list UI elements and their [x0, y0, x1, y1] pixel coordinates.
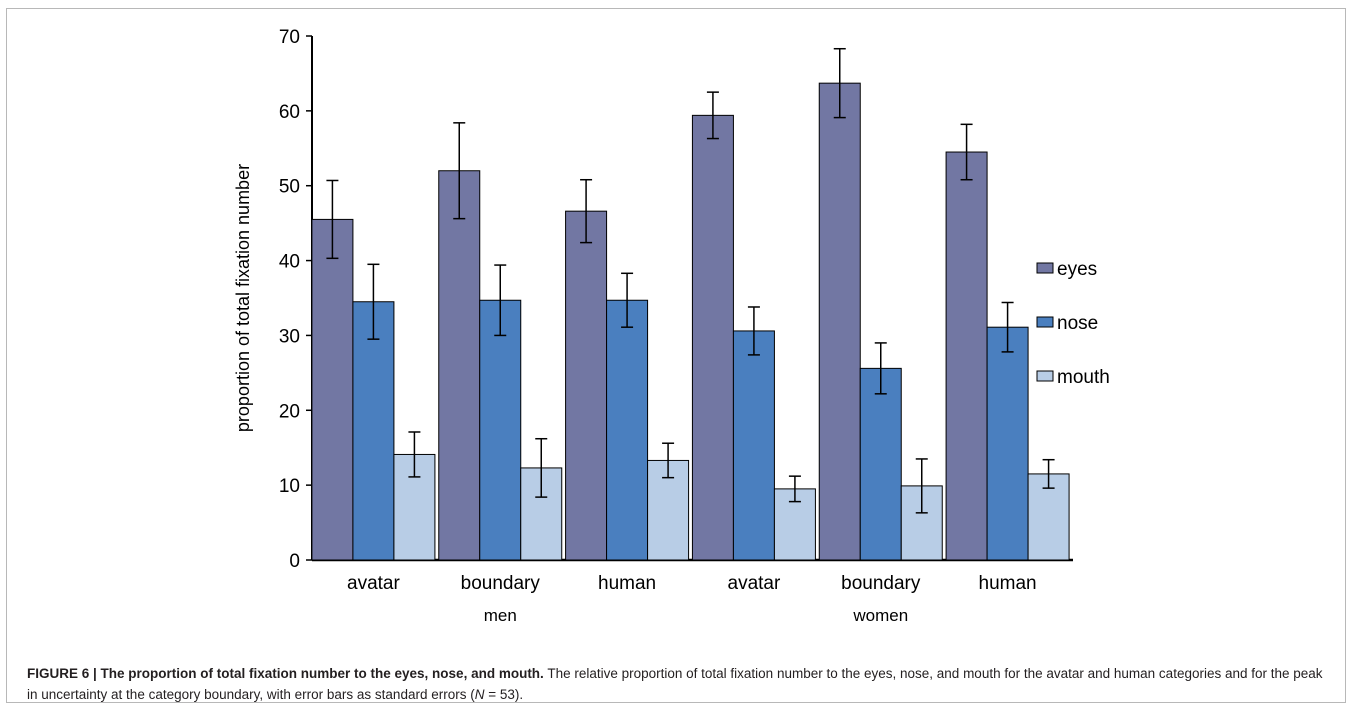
x-tick-label: human	[979, 573, 1037, 594]
bar-eyes	[818, 82, 861, 561]
figure-caption: FIGURE 6 | The proportion of total fixat…	[27, 663, 1327, 705]
y-tick-label: 10	[279, 476, 300, 497]
caption-text: The relative proportion of total fixatio…	[27, 666, 1323, 702]
x-tick-label: boundary	[461, 573, 541, 594]
bar-nose	[479, 299, 522, 561]
bar-nose	[732, 330, 775, 561]
y-tick-label: 0	[289, 551, 300, 572]
bar-mouth	[647, 459, 690, 561]
group-label-women: women	[852, 606, 908, 625]
caption-n-symbol: N	[474, 687, 485, 702]
x-tick-label: avatar	[728, 573, 781, 594]
y-tick-label: 70	[279, 27, 300, 48]
caption-label: FIGURE 6	[27, 666, 90, 681]
bar-nose	[986, 326, 1029, 561]
bar-nose	[859, 367, 902, 561]
labels-layer: 0 10 20 30 40 50 60 70 proportion of total fixat…	[233, 27, 1037, 625]
caption-separator: |	[89, 666, 101, 681]
legend: eyes nose mouth	[1036, 259, 1110, 388]
x-tick-label: human	[598, 573, 656, 594]
caption-title: The proportion of total fixation number …	[100, 666, 544, 681]
bar-nose	[352, 301, 395, 561]
legend-swatch-mouth	[1036, 370, 1054, 382]
bars-layer	[311, 82, 1070, 561]
bar-chart: 0 10 20 30 40 50 60 70 proportion of total fixat…	[233, 27, 1110, 625]
x-tick-label: boundary	[841, 573, 921, 594]
bar-eyes	[311, 218, 354, 561]
bar-eyes	[565, 210, 608, 561]
x-tick-label: avatar	[347, 573, 400, 594]
y-tick-label: 50	[279, 177, 300, 198]
y-tick-label: 20	[279, 401, 300, 422]
legend-swatch-eyes	[1036, 262, 1054, 274]
bar-nose	[606, 299, 649, 561]
caption-n-value: = 53).	[484, 687, 524, 702]
bar-eyes	[691, 114, 734, 561]
legend-label-eyes: eyes	[1057, 259, 1097, 280]
y-tick-label: 60	[279, 102, 300, 123]
y-tick-label: 40	[279, 252, 300, 273]
legend-label-mouth: mouth	[1057, 367, 1110, 388]
error-bars-layer	[326, 47, 1055, 514]
y-tick-label: 30	[279, 326, 300, 347]
bar-eyes	[945, 151, 988, 561]
group-label-men: men	[484, 606, 517, 625]
figure-frame: 0 10 20 30 40 50 60 70 proportion of total fixat…	[6, 8, 1346, 703]
y-axis-label: proportion of total fixation number	[233, 164, 253, 432]
legend-swatch-nose	[1036, 316, 1054, 328]
legend-label-nose: nose	[1057, 313, 1098, 334]
bar-eyes	[438, 170, 481, 561]
